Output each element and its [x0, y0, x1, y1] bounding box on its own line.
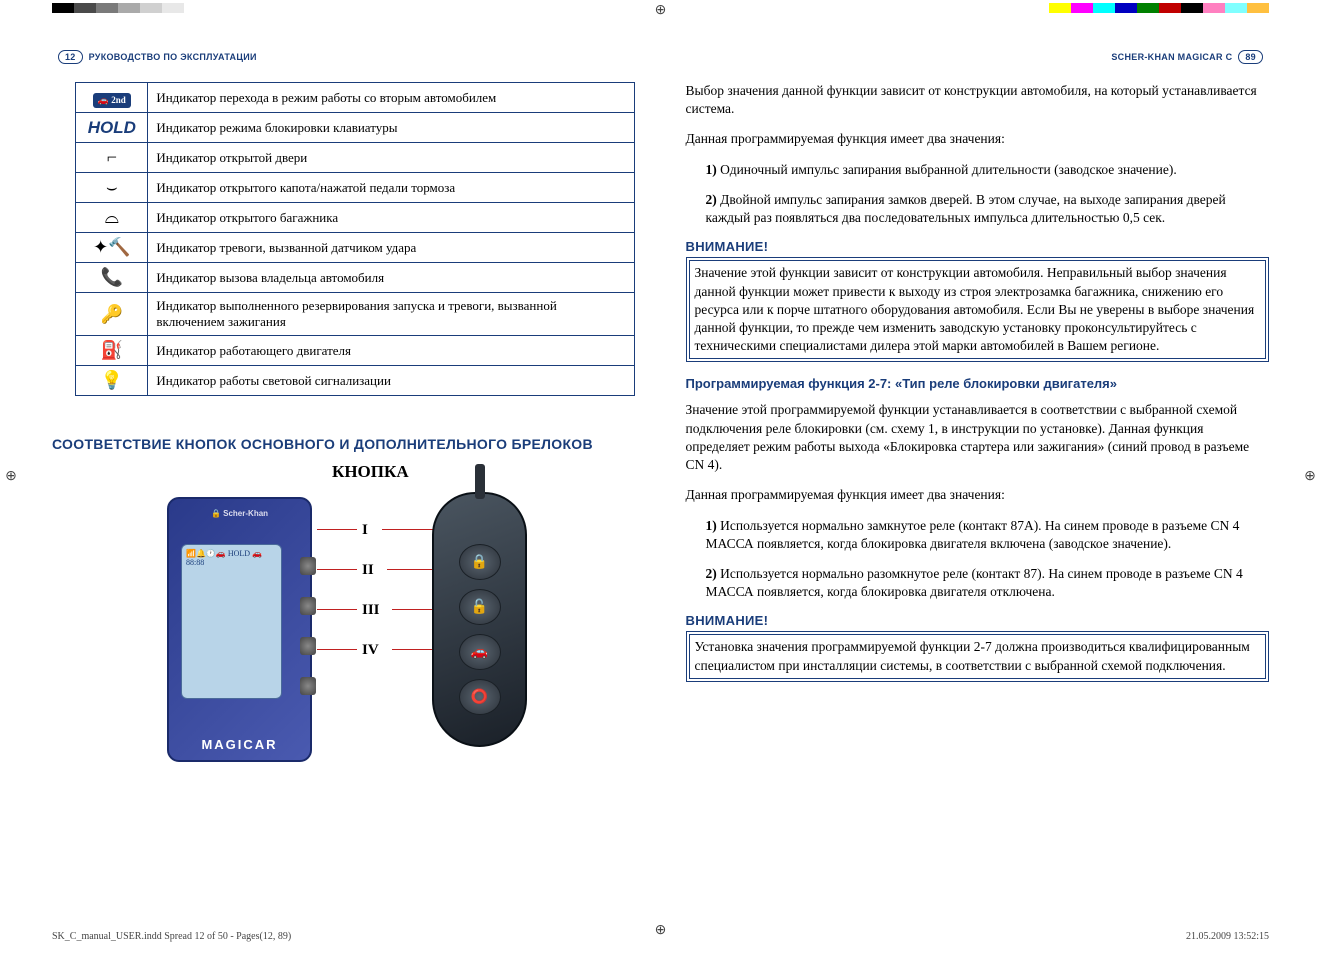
pager-button-1	[300, 557, 316, 575]
footer: SK_C_manual_USER.indd Spread 12 of 50 - …	[52, 931, 1269, 942]
paragraph: Значение этой программируемой функции ус…	[686, 401, 1270, 474]
paragraph: Данная программируемая функция имеет два…	[686, 486, 1270, 504]
pager-model: MAGICAR	[169, 737, 310, 752]
indicator-icon-cell: ⌓	[76, 203, 148, 233]
list-text: Двойной импульс запирания замков дверей.…	[706, 192, 1226, 225]
indicator-desc-cell: Индикатор режима блокировки клавиатуры	[148, 113, 635, 143]
fob-antenna	[475, 464, 485, 499]
fob-button-lock: 🔒	[459, 544, 501, 580]
roman-3: III	[362, 602, 380, 619]
pager-button-2	[300, 597, 316, 615]
connector-line	[317, 569, 357, 570]
indicator-desc-cell: Индикатор открытой двери	[148, 143, 635, 173]
indicator-desc-cell: Индикатор выполненного резервирования за…	[148, 293, 635, 336]
indicator-desc-cell: Индикатор открытого капота/нажатой педал…	[148, 173, 635, 203]
page-left: 12 РУКОВОДСТВО ПО ЭКСПЛУАТАЦИИ 🚗 2ndИнди…	[52, 50, 636, 914]
list-number: 1)	[706, 162, 721, 177]
right-header-title: SCHER-KHAN MAGICAR C	[1111, 52, 1232, 62]
pager-remote: 🔒 Scher-Khan 📶🔔🕐🚗 HOLD 🚗 88:88 MAGICAR	[167, 497, 312, 762]
list-text: Одиночный импульс запирания выбранной дл…	[720, 162, 1177, 177]
numbered-list: 1) Одиночный импульс запирания выбранной…	[706, 161, 1270, 228]
registration-mark-left: ⊕	[3, 469, 19, 485]
section-heading-remotes: СООТВЕТСТВИЕ КНОПОК ОСНОВНОГО И ДОПОЛНИТ…	[52, 436, 636, 452]
connector-line	[317, 609, 357, 610]
list-number: 1)	[706, 518, 721, 533]
registration-mark-top: ⊕	[653, 3, 669, 19]
indicator-icon-cell: ⌣	[76, 173, 148, 203]
right-page-number: 89	[1238, 50, 1263, 64]
paragraph: Данная программируемая функция имеет два…	[686, 130, 1270, 148]
left-page-number: 12	[58, 50, 83, 64]
color-bar-right	[1049, 3, 1269, 13]
indicator-table: 🚗 2ndИндикатор перехода в режим работы с…	[75, 82, 635, 396]
indicator-desc-cell: Индикатор тревоги, вызванной датчиком уд…	[148, 233, 635, 263]
registration-mark-right: ⊕	[1302, 469, 1318, 485]
connector-line	[317, 529, 357, 530]
color-bar-left	[52, 3, 272, 13]
warning-box: Установка значения программируемой функц…	[686, 631, 1270, 681]
fob-button-trunk: 🚗	[459, 634, 501, 670]
connector-line	[317, 649, 357, 650]
indicator-icon-cell: ✦🔨	[76, 233, 148, 263]
indicator-icon-cell: HOLD	[76, 113, 148, 143]
pager-brand: 🔒 Scher-Khan	[169, 509, 310, 518]
indicator-icon-cell: ⛽	[76, 336, 148, 366]
fob-button-panic: ⭕	[459, 679, 501, 715]
list-text: Используется нормально разомкнутое реле …	[706, 566, 1243, 599]
indicator-icon-cell: 🔑	[76, 293, 148, 336]
aux-fob: 🔒 🔓 🚗 ⭕	[432, 492, 527, 747]
indicator-desc-cell: Индикатор работы световой сигнализации	[148, 366, 635, 396]
numbered-list: 1) Используется нормально замкнутое реле…	[706, 517, 1270, 602]
roman-1: I	[362, 522, 368, 539]
page-right: SCHER-KHAN MAGICAR C 89 Выбор значения д…	[686, 50, 1270, 914]
pager-button-4	[300, 677, 316, 695]
indicator-icon-cell: ⌐	[76, 143, 148, 173]
footer-timestamp: 21.05.2009 13:52:15	[1186, 931, 1269, 942]
right-header: SCHER-KHAN MAGICAR C 89	[686, 50, 1270, 64]
indicator-desc-cell: Индикатор работающего двигателя	[148, 336, 635, 366]
function-heading: Программируемая функция 2-7: «Тип реле б…	[686, 376, 1270, 391]
pager-screen: 📶🔔🕐🚗 HOLD 🚗 88:88	[181, 544, 282, 699]
list-text: Используется нормально замкнутое реле (к…	[706, 518, 1240, 551]
indicator-desc-cell: Индикатор вызова владельца автомобиля	[148, 263, 635, 293]
list-number: 2)	[706, 192, 721, 207]
indicator-icon-cell: 💡	[76, 366, 148, 396]
footer-file-info: SK_C_manual_USER.indd Spread 12 of 50 - …	[52, 931, 291, 942]
roman-2: II	[362, 562, 374, 579]
remote-diagram: КНОПКА I II III IV 🔒 Scher-Khan 📶🔔🕐🚗 HOL…	[92, 462, 632, 802]
roman-4: IV	[362, 642, 379, 659]
warning-heading: ВНИМАНИЕ!	[686, 613, 1270, 628]
indicator-desc-cell: Индикатор открытого багажника	[148, 203, 635, 233]
indicator-icon-cell: 📞	[76, 263, 148, 293]
warning-heading: ВНИМАНИЕ!	[686, 239, 1270, 254]
indicator-desc-cell: Индикатор перехода в режим работы со вто…	[148, 83, 635, 113]
knopka-label: КНОПКА	[332, 462, 409, 482]
indicator-icon-cell: 🚗 2nd	[76, 83, 148, 113]
warning-box: Значение этой функции зависит от констру…	[686, 257, 1270, 362]
pager-button-3	[300, 637, 316, 655]
left-header: 12 РУКОВОДСТВО ПО ЭКСПЛУАТАЦИИ	[52, 50, 636, 64]
fob-button-unlock: 🔓	[459, 589, 501, 625]
left-header-title: РУКОВОДСТВО ПО ЭКСПЛУАТАЦИИ	[89, 52, 257, 62]
paragraph: Выбор значения данной функции зависит от…	[686, 82, 1270, 118]
list-number: 2)	[706, 566, 721, 581]
